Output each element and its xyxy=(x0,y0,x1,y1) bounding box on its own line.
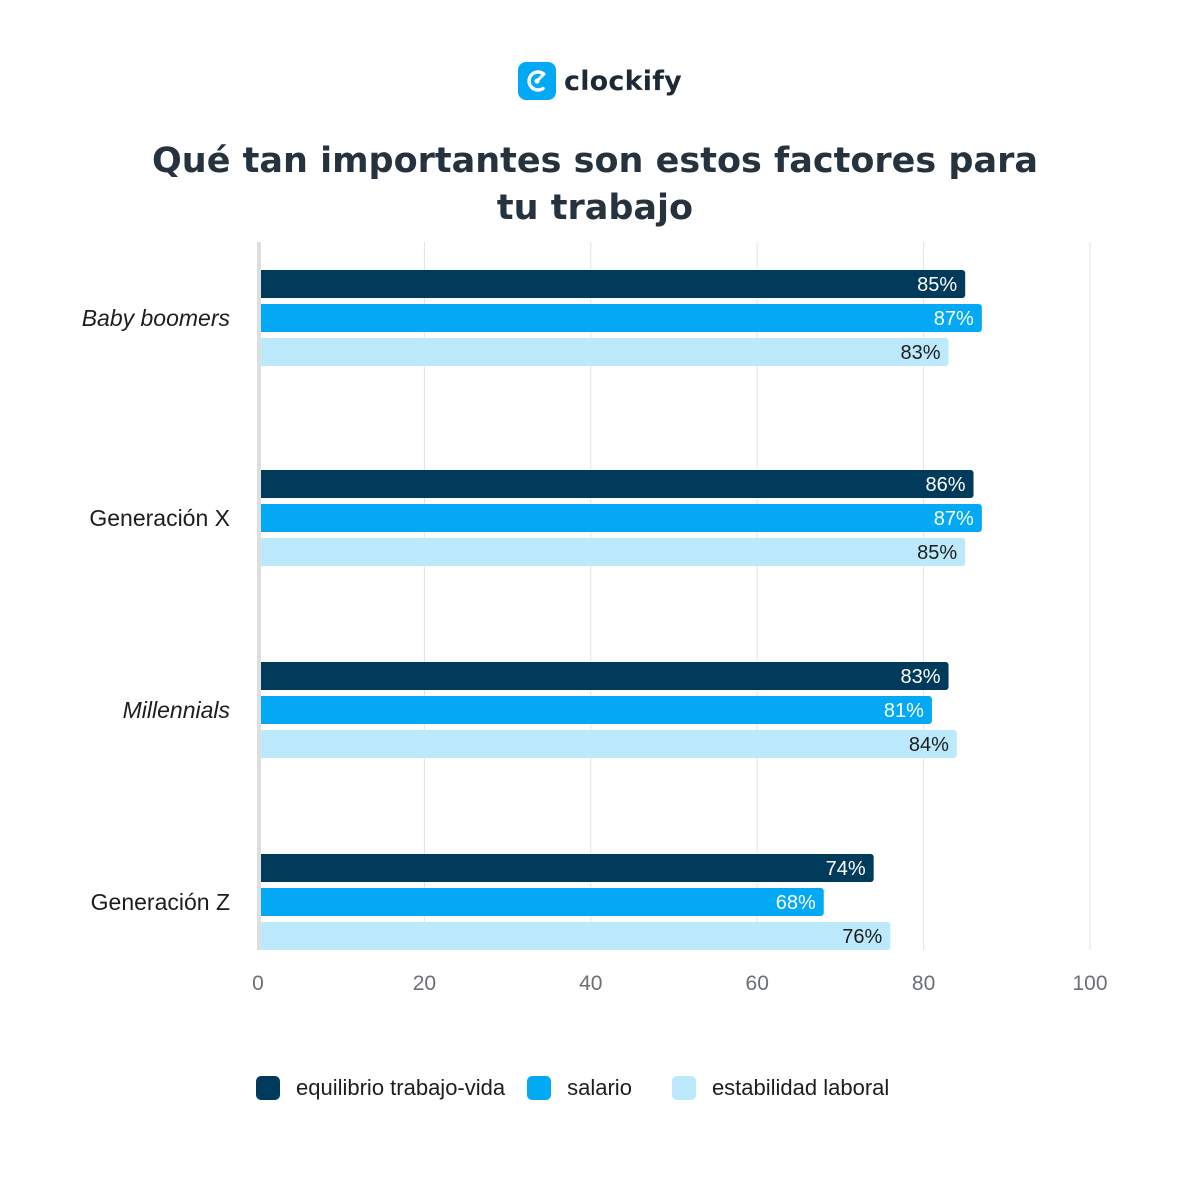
legend-item-1: equilibrio trabajo-vida xyxy=(256,1075,505,1101)
legend-swatch xyxy=(256,1076,280,1100)
legend-label: estabilidad laboral xyxy=(711,1075,890,1100)
data-label-2-3: 85% xyxy=(917,542,957,564)
chart-title: Qué tan importantes son estos factores p… xyxy=(152,141,1038,228)
x-tick-label-60: 60 xyxy=(746,972,769,995)
category-label-2: Generación X xyxy=(89,505,230,531)
x-tick-label-20: 20 xyxy=(413,972,436,995)
legend-label: equilibrio trabajo-vida xyxy=(296,1075,506,1100)
bar-3-3 xyxy=(258,730,957,758)
category-label-4: Generación Z xyxy=(91,889,230,915)
x-tick-label-40: 40 xyxy=(579,972,602,995)
brand-name: clockify xyxy=(564,65,682,97)
bar-4-1 xyxy=(258,854,874,882)
data-label-4-2: 68% xyxy=(776,892,816,914)
brand-logo: clockify xyxy=(0,62,1200,100)
bar-4-2 xyxy=(258,888,824,916)
x-tick-label-100: 100 xyxy=(1072,972,1107,995)
data-label-1-2: 87% xyxy=(934,308,974,330)
bar-1-1 xyxy=(258,270,966,298)
bar-3-1 xyxy=(258,662,949,690)
data-label-3-1: 83% xyxy=(901,666,941,688)
data-label-1-3: 83% xyxy=(901,342,941,364)
legend-swatch xyxy=(527,1076,552,1100)
legend-swatch xyxy=(671,1076,696,1100)
chart-legend: equilibrio trabajo-vida salario estabilida… xyxy=(256,1075,911,1101)
data-label-4-1: 74% xyxy=(826,858,866,880)
data-label-1-1: 85% xyxy=(917,274,957,296)
legend-item-2: salario xyxy=(527,1075,632,1101)
bar-2-1 xyxy=(258,470,974,498)
legend-label: salario xyxy=(567,1075,632,1100)
x-tick-label-80: 80 xyxy=(912,972,935,995)
bar-3-2 xyxy=(258,696,932,724)
bar-1-3 xyxy=(258,338,949,366)
category-label-1: Baby boomers xyxy=(82,305,231,331)
category-label-3: Millennials xyxy=(123,697,231,723)
legend-item-3: estabilidad laboral xyxy=(671,1075,890,1101)
bar-2-3 xyxy=(258,538,966,566)
x-tick-label-0: 0 xyxy=(252,972,264,995)
data-label-3-2: 81% xyxy=(884,700,924,722)
bar-4-3 xyxy=(258,922,891,950)
bar-1-2 xyxy=(258,304,982,332)
data-label-2-1: 86% xyxy=(925,474,965,496)
data-label-2-2: 87% xyxy=(934,508,974,530)
clockify-logo-icon xyxy=(518,62,556,100)
data-label-3-3: 84% xyxy=(909,734,949,756)
bar-2-2 xyxy=(258,504,982,532)
data-label-4-3: 76% xyxy=(842,926,882,948)
